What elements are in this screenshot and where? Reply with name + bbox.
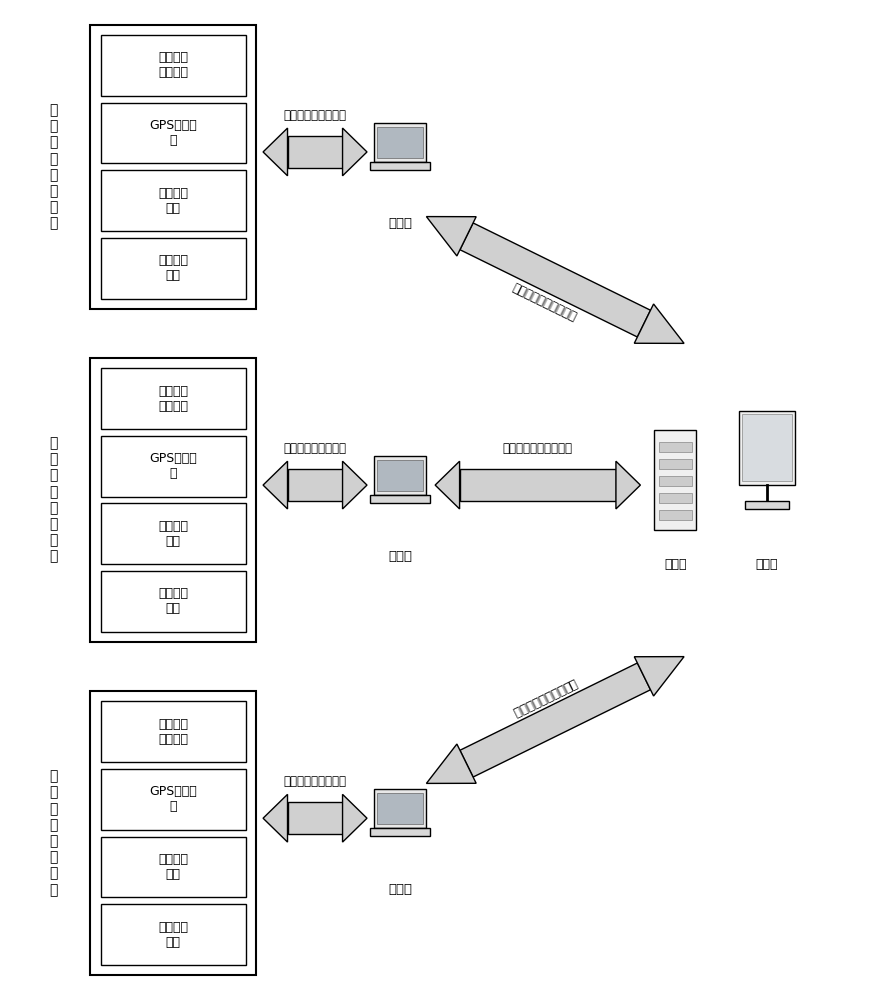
Polygon shape xyxy=(459,663,650,777)
Text: 车
载
智
能
巡
检
终
端: 车 载 智 能 巡 检 终 端 xyxy=(49,103,58,231)
Bar xyxy=(658,493,691,503)
Text: 车
载
智
能
巡
检
终
端: 车 载 智 能 巡 检 终 端 xyxy=(49,769,58,897)
Text: 图像采集
模块: 图像采集 模块 xyxy=(158,853,188,881)
Polygon shape xyxy=(287,136,342,168)
Bar xyxy=(377,793,422,824)
Text: 巡视任务
管理模块: 巡视任务 管理模块 xyxy=(158,385,188,413)
Text: 带电检测
模块: 带电检测 模块 xyxy=(158,921,188,949)
Text: 服务器: 服务器 xyxy=(663,558,686,571)
Bar xyxy=(100,103,245,163)
Bar xyxy=(100,837,245,897)
Bar xyxy=(370,162,430,170)
Bar xyxy=(741,414,791,481)
Polygon shape xyxy=(263,461,287,509)
Bar xyxy=(90,25,255,309)
Polygon shape xyxy=(426,217,476,256)
Bar xyxy=(373,123,426,162)
Bar xyxy=(377,460,422,491)
Polygon shape xyxy=(342,461,367,509)
Text: 通过无线方式数据传输: 通过无线方式数据传输 xyxy=(502,442,572,455)
Bar xyxy=(100,503,245,564)
Polygon shape xyxy=(287,469,342,501)
Polygon shape xyxy=(435,461,459,509)
Text: 前置机: 前置机 xyxy=(388,883,412,896)
Bar xyxy=(370,828,430,836)
Text: 前置机: 前置机 xyxy=(388,217,412,230)
Polygon shape xyxy=(459,223,650,337)
Text: 图像采集
模块: 图像采集 模块 xyxy=(158,187,188,215)
Polygon shape xyxy=(342,128,367,176)
Text: 巡视任务
管理模块: 巡视任务 管理模块 xyxy=(158,718,188,746)
Text: 巡视任务
管理模块: 巡视任务 管理模块 xyxy=(158,51,188,79)
Polygon shape xyxy=(634,304,683,343)
Polygon shape xyxy=(263,128,287,176)
Bar xyxy=(658,510,691,520)
Polygon shape xyxy=(263,794,287,842)
Bar xyxy=(100,35,245,96)
Bar xyxy=(745,501,788,509)
Bar xyxy=(100,170,245,231)
Bar xyxy=(738,411,795,485)
Bar xyxy=(377,127,422,158)
Text: GPS定位模
块: GPS定位模 块 xyxy=(149,785,197,813)
Bar xyxy=(100,368,245,429)
Text: 前置机: 前置机 xyxy=(388,550,412,563)
Text: 通过连接线数据传输: 通过连接线数据传输 xyxy=(284,775,346,788)
Bar xyxy=(100,769,245,830)
Text: 带电检测
模块: 带电检测 模块 xyxy=(158,254,188,282)
Polygon shape xyxy=(426,744,476,783)
Text: 带电检测
模块: 带电检测 模块 xyxy=(158,587,188,615)
Bar xyxy=(100,701,245,762)
Bar xyxy=(90,358,255,642)
Bar xyxy=(658,476,691,486)
Text: 通过无线方式数据传输: 通过无线方式数据传输 xyxy=(509,281,578,324)
Text: GPS定位模
块: GPS定位模 块 xyxy=(149,119,197,147)
Text: 图像采集
模块: 图像采集 模块 xyxy=(158,520,188,548)
Bar xyxy=(100,238,245,299)
Bar xyxy=(100,904,245,965)
Text: 通过连接线数据传输: 通过连接线数据传输 xyxy=(284,109,346,122)
Bar xyxy=(373,789,426,828)
Bar xyxy=(658,442,691,452)
Text: 车
载
智
能
巡
检
终
端: 车 载 智 能 巡 检 终 端 xyxy=(49,436,58,564)
Text: 通过无线方式数据传输: 通过无线方式数据传输 xyxy=(509,676,578,719)
Polygon shape xyxy=(287,802,342,834)
Bar xyxy=(653,430,695,530)
Polygon shape xyxy=(615,461,640,509)
Text: GPS定位模
块: GPS定位模 块 xyxy=(149,452,197,480)
Polygon shape xyxy=(634,657,683,696)
Bar xyxy=(100,571,245,632)
Text: 工作站: 工作站 xyxy=(755,558,777,571)
Bar xyxy=(373,456,426,495)
Bar xyxy=(100,436,245,497)
Bar xyxy=(90,691,255,975)
Text: 通过连接线数据传输: 通过连接线数据传输 xyxy=(284,442,346,455)
Polygon shape xyxy=(342,794,367,842)
Bar xyxy=(370,495,430,503)
Bar xyxy=(658,459,691,469)
Polygon shape xyxy=(459,469,615,501)
